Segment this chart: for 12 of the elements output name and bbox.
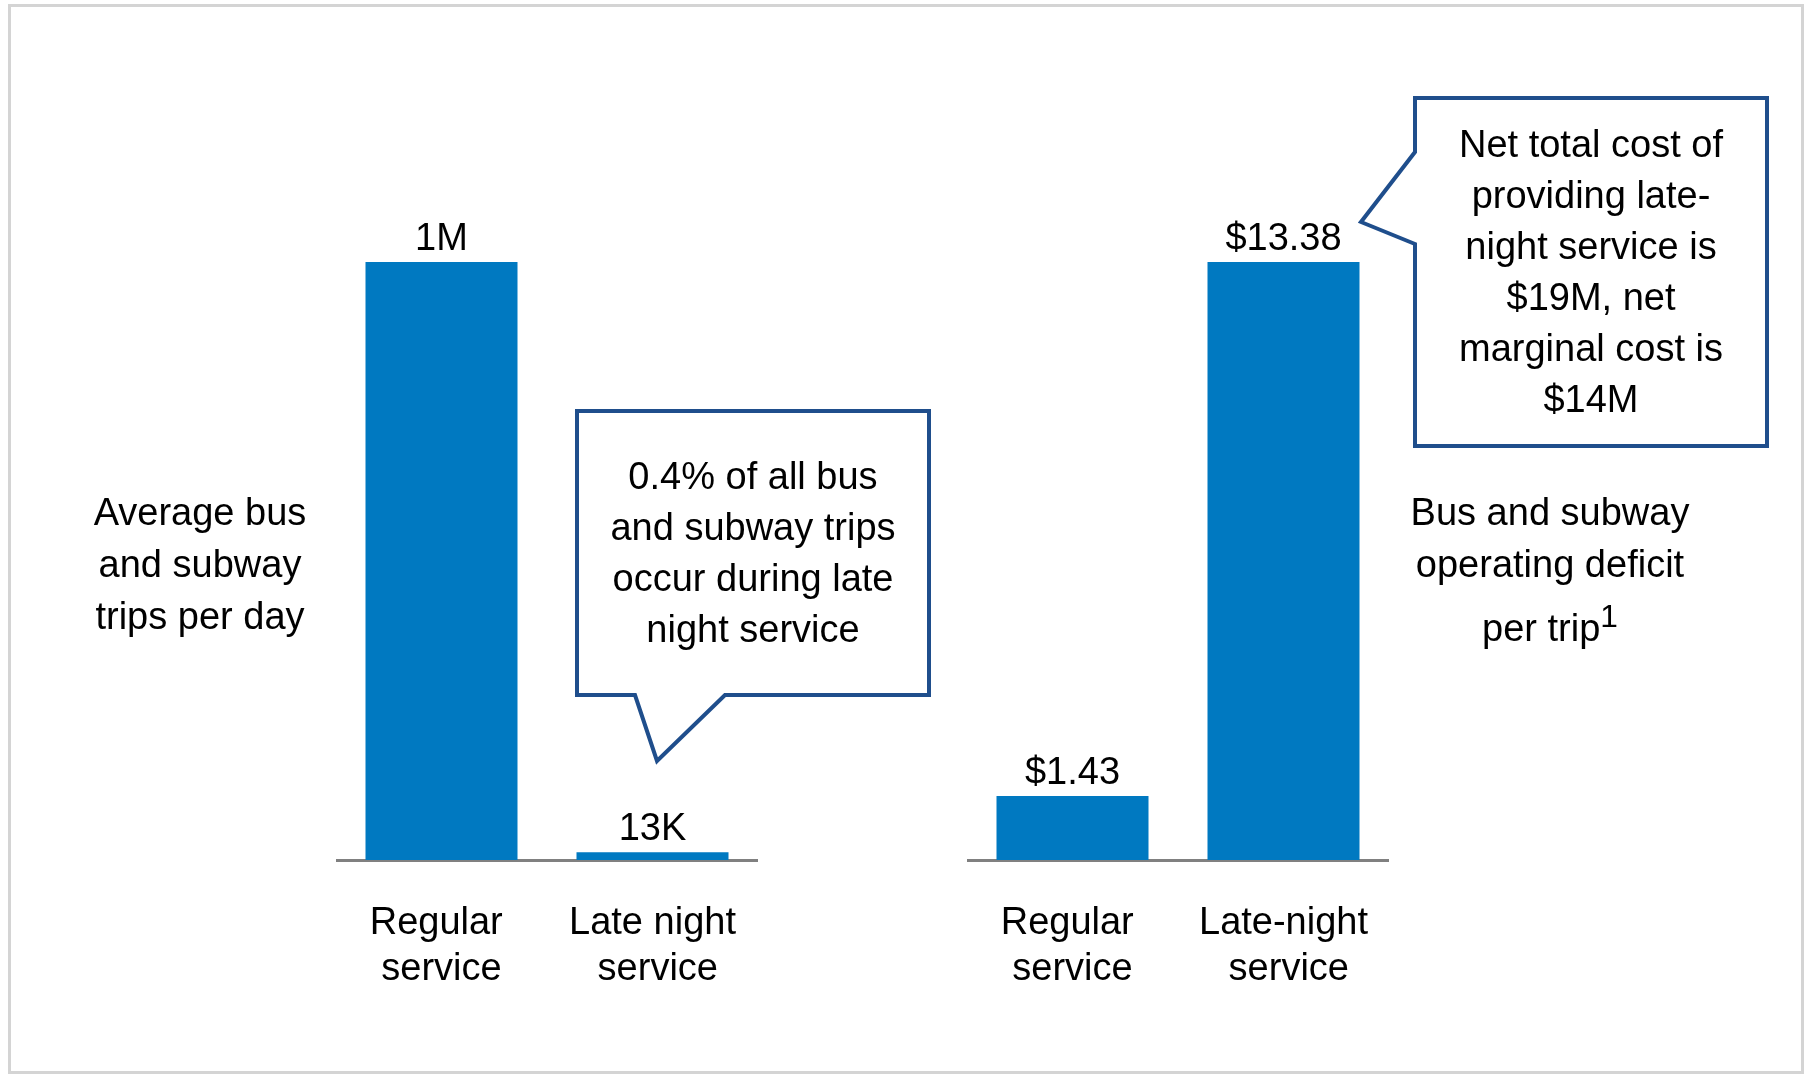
text: Net total cost of providing late-night service is $19M, net marginal cost is $14M [1458,122,1724,422]
data-label: 13K [618,806,687,849]
data-label: 1M [415,216,468,258]
y-axis-title: Average bus and subway trips per day [92,490,308,639]
data-label: $1.43 [1024,750,1121,793]
x-tick-label: Late-night service [1198,900,1369,988]
y-axis-title: Bus and subway operating deficit per trip$^{1}$ [1409,490,1691,651]
x-tick-label: Regular service [369,900,514,988]
data-label: $13.38 [1225,216,1342,258]
annotation: 0.4% of all bus and subway trips occur during late night service [609,454,897,652]
x-tick-label: Late night service [569,900,737,988]
x-tick-label: Regular service [1000,900,1145,988]
